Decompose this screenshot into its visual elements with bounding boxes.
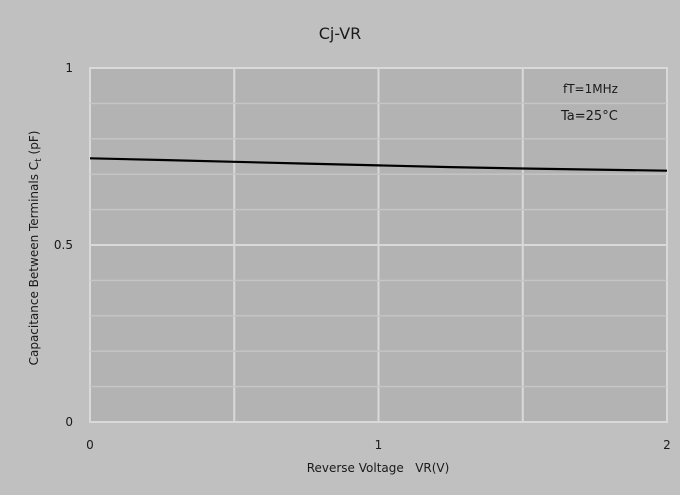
annotation-temperature: Ta=25°C <box>560 109 618 124</box>
y-axis-label-subscript: t <box>34 158 44 162</box>
y-axis-label-text: Capacitance Between Terminals C <box>27 162 41 366</box>
chart-title: Cj-VR <box>319 24 362 43</box>
x-tick-label: 1 <box>375 438 383 452</box>
y-tick-label: 0.5 <box>54 238 73 252</box>
x-tick-labels: 0 1 2 <box>86 438 671 452</box>
y-tick-label: 0 <box>65 415 73 429</box>
y-axis-label: Capacitance Between Terminals Ct (pF) <box>27 131 44 366</box>
annotation-frequency: fT=1MHz <box>563 82 618 96</box>
y-axis-label-unit: (pF) <box>27 131 41 159</box>
grid <box>90 68 667 422</box>
x-axis-label: Reverse Voltage VR(V) <box>307 461 450 475</box>
x-tick-label: 2 <box>663 438 671 452</box>
y-tick-labels: 00.51 <box>54 61 73 429</box>
y-tick-label: 1 <box>65 61 73 75</box>
series-line-0 <box>89 157 668 172</box>
series-layer <box>89 157 668 172</box>
x-tick-label: 0 <box>86 438 94 452</box>
